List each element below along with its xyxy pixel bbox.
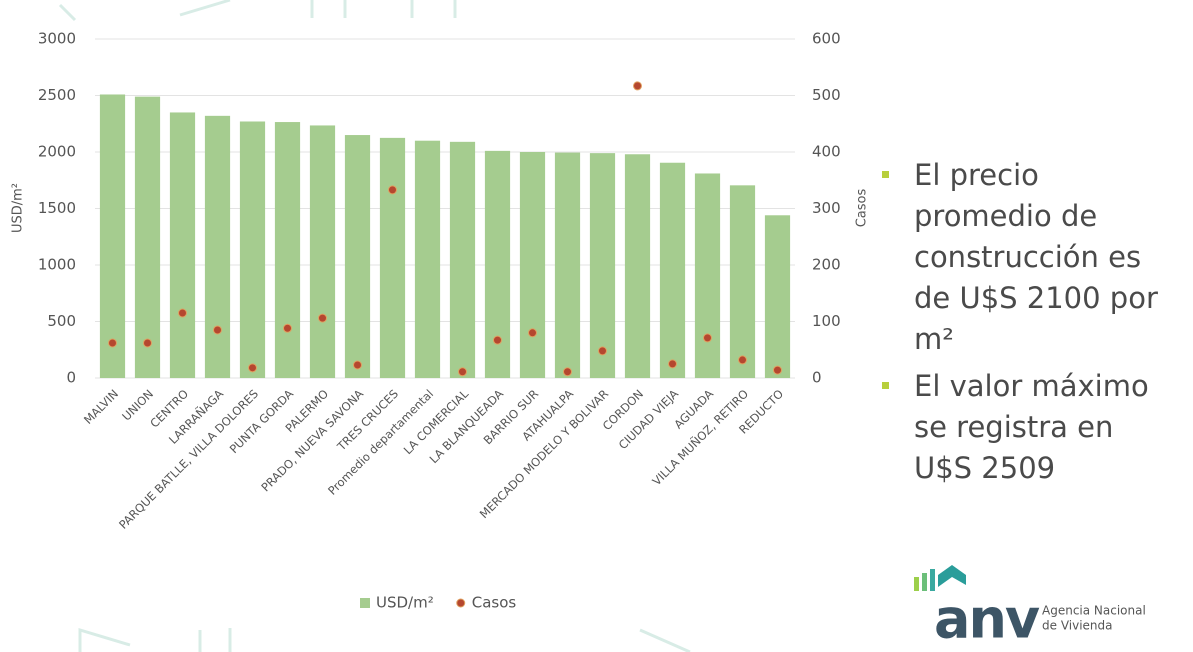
- dot: [773, 365, 782, 375]
- dot: [668, 359, 677, 369]
- x-tick-label: TRES CRUCES: [334, 387, 401, 454]
- decoration: [58, 0, 691, 652]
- bullet: El precio promedio de construcción es de…: [878, 155, 1168, 360]
- bar: [764, 215, 791, 378]
- y2-tick-label: 100: [812, 312, 841, 330]
- bar: [379, 137, 406, 378]
- bar: [694, 173, 721, 378]
- logo-mark: anv: [934, 588, 1040, 640]
- y2-axis-title: Casos: [855, 189, 870, 228]
- y-axis-title: USD/m²: [11, 183, 26, 233]
- bar: [169, 112, 196, 378]
- y-tick-label: 2500: [38, 86, 76, 104]
- x-tick-label: MALVIN: [81, 387, 121, 427]
- dot: [248, 363, 257, 373]
- dot: [213, 325, 222, 335]
- dot: [703, 333, 712, 343]
- y2-tick-label: 600: [812, 30, 841, 48]
- dot: [388, 185, 397, 195]
- logo: anv Agencia Nacional de Vivienda: [914, 565, 1146, 640]
- dot: [598, 346, 607, 356]
- chart: USD/m² Casos 0 500 1000 1500 2000 2500 3000 0 10…: [11, 0, 870, 652]
- y2-tick-label: 200: [812, 256, 841, 274]
- y-tick-label: 0: [66, 369, 76, 387]
- bar: [659, 162, 686, 378]
- legend-swatch: [456, 598, 466, 608]
- dot: [458, 367, 467, 377]
- bar: [204, 115, 231, 378]
- bar: [309, 125, 336, 378]
- logo-icon: [914, 565, 966, 591]
- bar: [99, 94, 126, 378]
- y2-tick-label: 0: [812, 369, 822, 387]
- y-tick-label: 2000: [38, 143, 76, 161]
- bullet-list: El precio promedio de construcción es de…: [878, 155, 1168, 495]
- dot: [738, 355, 747, 365]
- bar: [274, 122, 301, 379]
- dot: [493, 335, 502, 345]
- bar: [414, 140, 441, 378]
- y2-tick-label: 400: [812, 143, 841, 161]
- legend-label: USD/m²: [376, 594, 434, 612]
- dot: [633, 81, 642, 91]
- y-tick-label: 500: [47, 312, 76, 330]
- bar: [344, 135, 371, 378]
- bar: [449, 141, 476, 378]
- y-tick-label: 1500: [38, 199, 76, 217]
- dot: [143, 338, 152, 348]
- x-tick-label: MERCADO MODELO Y BOLIVAR: [477, 387, 611, 521]
- y-tick-label: 3000: [38, 30, 76, 48]
- dot: [353, 360, 362, 370]
- bar: [134, 96, 161, 378]
- y2-tick-label: 300: [812, 199, 841, 217]
- logo-text: Agencia Nacional: [1042, 604, 1146, 618]
- dot: [563, 367, 572, 377]
- y2-tick-label: 500: [812, 86, 841, 104]
- bar: [554, 152, 581, 378]
- bar: [729, 185, 756, 378]
- dot: [283, 323, 292, 333]
- legend-swatch: [360, 598, 370, 608]
- bar: [624, 154, 651, 378]
- dot: [108, 338, 117, 348]
- bar: [519, 152, 546, 378]
- dot: [318, 313, 327, 323]
- bullet: El valor máximo se registra en U$S 2509: [878, 366, 1168, 489]
- bar: [239, 121, 266, 379]
- legend-label: Casos: [472, 594, 517, 612]
- dot: [178, 308, 187, 318]
- logo-text: de Vivienda: [1042, 619, 1113, 633]
- dot: [528, 328, 537, 338]
- bar: [589, 153, 616, 378]
- y-tick-label: 1000: [38, 256, 76, 274]
